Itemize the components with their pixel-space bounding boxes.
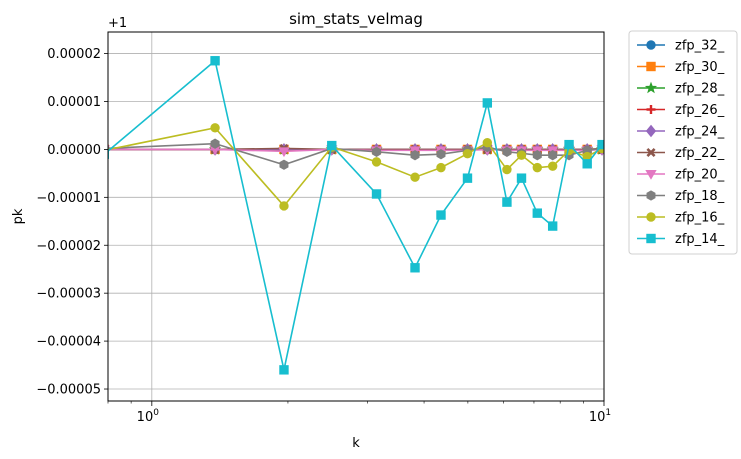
y-tick-label: 0.00000: [47, 143, 101, 158]
data-point: [410, 172, 420, 182]
legend-swatch-marker: [646, 212, 656, 222]
legend-label: zfp_16_: [675, 211, 725, 226]
legend-item: zfp_24_: [637, 125, 725, 140]
legend-item: zfp_20_: [637, 168, 725, 183]
legend-swatch-marker: [646, 190, 656, 201]
legend-item: zfp_30_: [637, 60, 725, 75]
data-point: [502, 197, 512, 207]
data-point: [482, 138, 493, 148]
data-point: [582, 159, 592, 169]
legend-swatch-marker: [645, 124, 657, 138]
data-point: [564, 139, 574, 150]
legend-item: zfp_22_: [637, 146, 725, 161]
series-line: [108, 148, 603, 153]
x-tick-label: 101: [589, 408, 611, 425]
legend-item: zfp_28_: [637, 82, 725, 97]
legend-label: zfp_20_: [675, 168, 725, 183]
data-point: [278, 147, 290, 158]
legend-label: zfp_22_: [675, 146, 725, 161]
data-point: [462, 149, 473, 159]
x-tick-label: 100: [137, 408, 160, 425]
legend-label: zfp_30_: [675, 60, 725, 75]
data-point: [371, 157, 382, 167]
series-layer: [108, 56, 604, 375]
data-point: [532, 149, 542, 161]
data-point: [279, 159, 289, 170]
data-point: [210, 123, 220, 133]
y-offset-label: +1: [108, 16, 127, 31]
data-point: [210, 56, 220, 66]
data-point: [516, 150, 527, 160]
legend-label: zfp_24_: [675, 125, 725, 140]
data-point: [436, 162, 446, 173]
y-tick-label: −0.00004: [36, 335, 101, 350]
legend-label: zfp_18_: [675, 189, 725, 204]
legend-label: zfp_32_: [675, 39, 725, 54]
data-point: [597, 139, 604, 150]
y-axis-ticks: 0.00002 0.00001 0.00000 −0.00001 −0.00002 −0.…: [36, 47, 108, 398]
legend-item: zfp_16_: [637, 211, 725, 226]
legend-swatch-marker: [646, 61, 656, 72]
x-axis-ticks: 100 101: [107, 401, 611, 425]
legend-label: zfp_26_: [675, 103, 725, 118]
data-point: [436, 149, 446, 160]
legend-swatch-marker: [644, 81, 658, 94]
plot-frame: [107, 31, 605, 402]
legend-item: zfp_26_: [637, 103, 725, 118]
y-tick-label: −0.00005: [36, 383, 101, 398]
data-point: [532, 162, 542, 173]
series-line: [108, 59, 603, 371]
legend-swatch-marker: [646, 233, 656, 244]
data-point: [410, 149, 420, 161]
legend: zfp_32_ zfp_30_ zfp_28_ zfp_26_ zfp_24_ zfp_2…: [628, 30, 738, 255]
data-point: [436, 210, 446, 220]
legend-label: zfp_28_: [675, 82, 725, 97]
legend-swatch-marker: [646, 40, 656, 50]
x-axis-label: k: [352, 436, 360, 451]
legend-item: zfp_14_: [637, 232, 725, 247]
y-tick-label: −0.00002: [36, 239, 101, 254]
data-point: [547, 221, 558, 231]
data-point: [532, 208, 542, 218]
y-tick-label: −0.00003: [36, 287, 101, 302]
x-tick-exponent: 0: [153, 408, 159, 418]
legend-swatch-marker: [646, 147, 656, 158]
legend-swatch-marker: [645, 170, 657, 180]
legend-swatch-marker: [646, 105, 656, 114]
series-line: [108, 126, 603, 208]
series-zfp-14: [108, 56, 604, 375]
data-point: [502, 146, 512, 157]
x-tick-base: 10: [589, 410, 606, 425]
data-point: [410, 263, 420, 273]
y-tick-label: −0.00001: [36, 191, 101, 206]
data-point: [279, 365, 289, 375]
x-tick-exponent: 1: [605, 408, 611, 418]
data-point: [372, 146, 382, 157]
data-point: [371, 189, 382, 199]
y-tick-label: 0.00001: [47, 95, 101, 110]
data-point: [516, 173, 527, 183]
data-point: [210, 138, 220, 149]
data-point: [462, 173, 473, 183]
data-point: [548, 149, 558, 161]
legend-item: zfp_18_: [637, 189, 725, 204]
y-tick-label: 0.00002: [47, 47, 101, 62]
x-tick-base: 10: [137, 410, 154, 425]
data-point: [482, 98, 493, 108]
chart-title: sim_stats_velmag: [289, 10, 423, 29]
data-point: [547, 161, 558, 171]
data-point: [327, 140, 337, 151]
legend-item: zfp_32_: [637, 39, 725, 54]
data-point: [502, 164, 512, 175]
y-axis-label: pk: [11, 208, 26, 224]
data-point: [279, 201, 289, 211]
legend-label: zfp_14_: [675, 232, 725, 247]
